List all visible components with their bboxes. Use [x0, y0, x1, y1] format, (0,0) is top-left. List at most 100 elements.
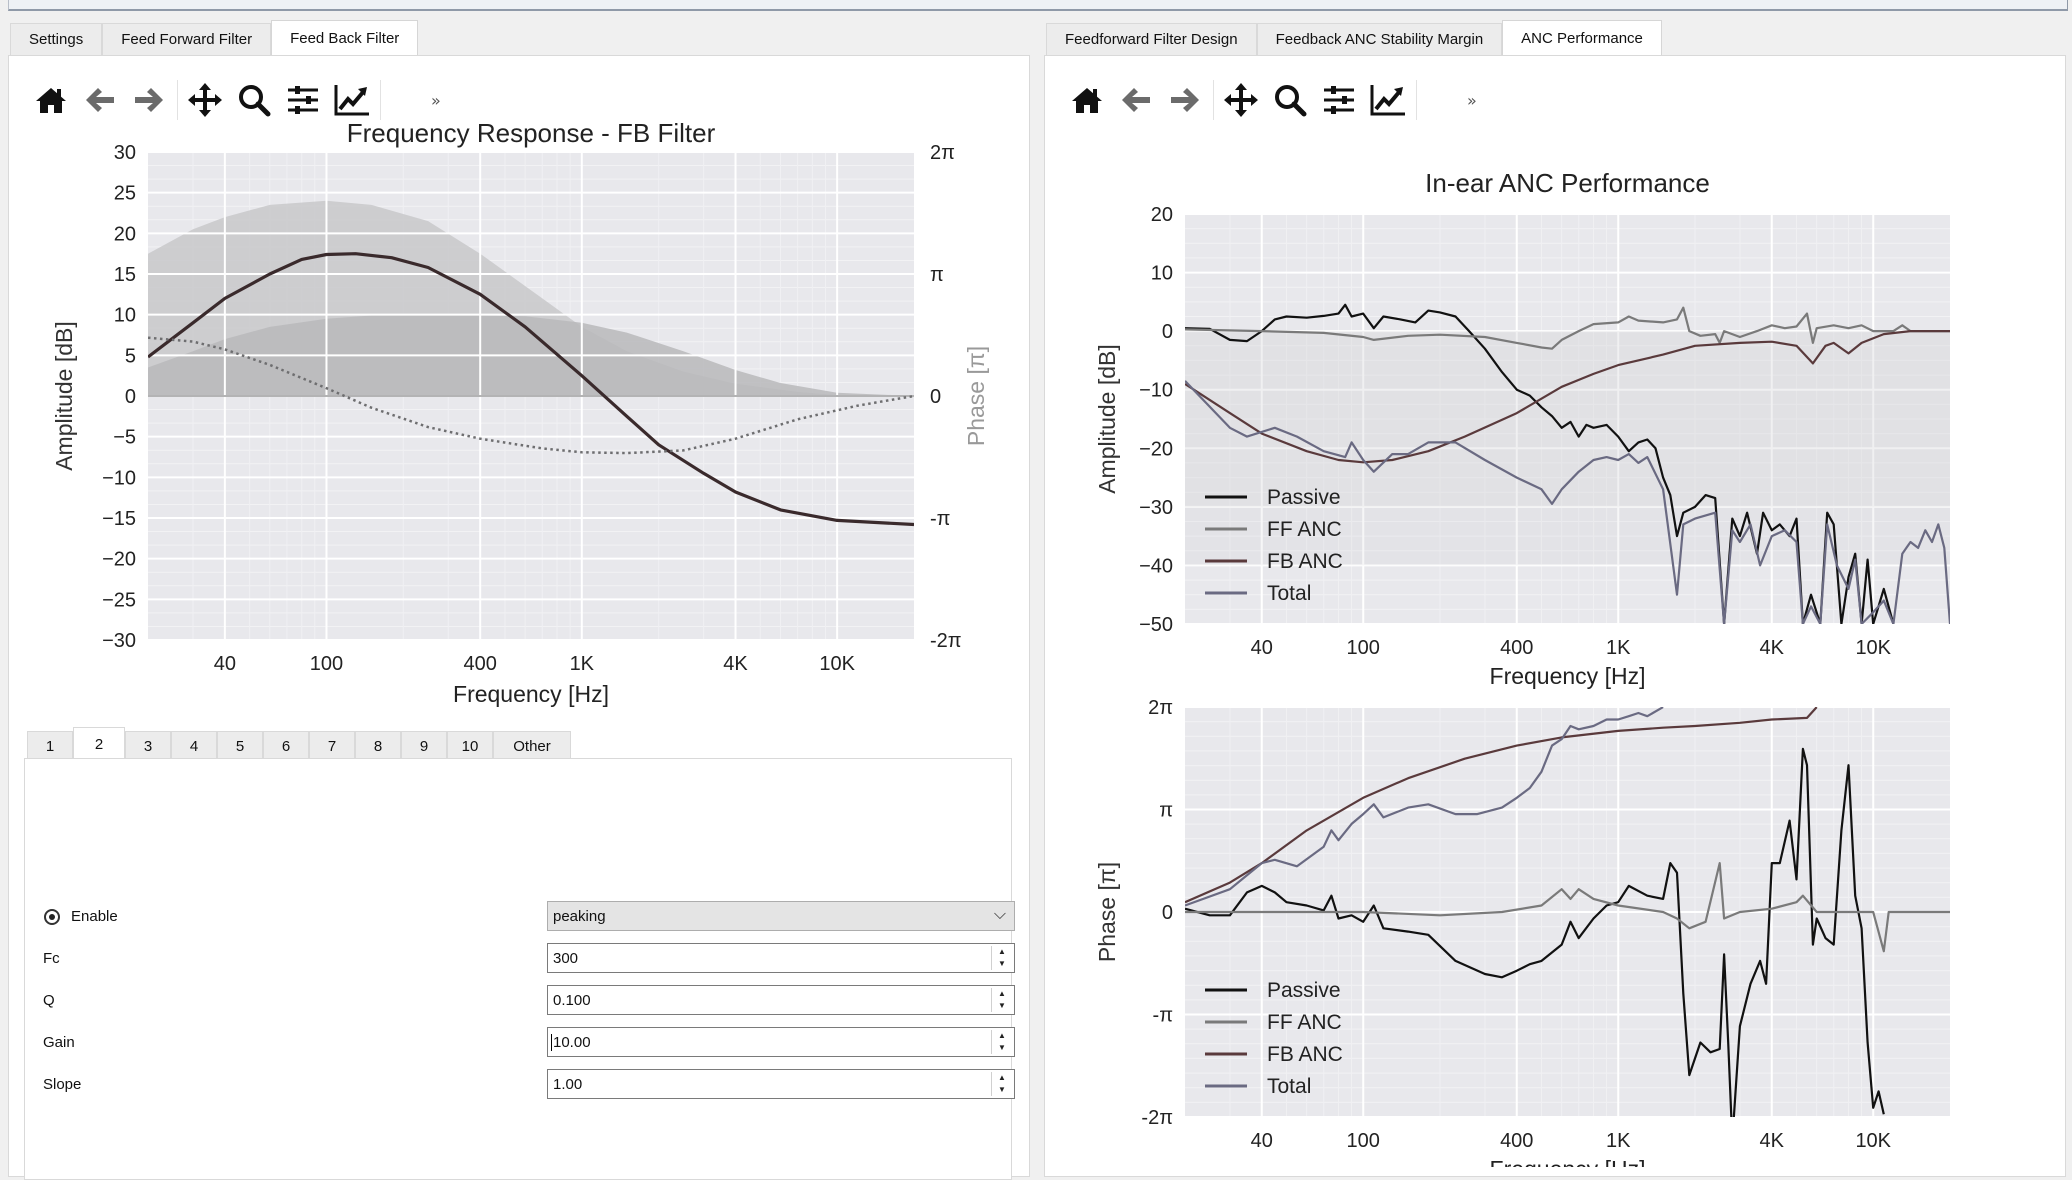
- gain-spinbox[interactable]: 10.00 ▲ ▼: [547, 1027, 1015, 1057]
- x-tick-label: 400: [1500, 637, 1533, 659]
- x-tick-label: 1K: [1606, 637, 1631, 659]
- legend-label: FF ANC: [1267, 1011, 1342, 1034]
- zoom-button[interactable]: [1269, 79, 1311, 121]
- series-line-ff-anc: [1185, 306, 1950, 350]
- spin-down-icon[interactable]: ▼: [998, 1085, 1006, 1094]
- spin-down-icon[interactable]: ▼: [998, 959, 1006, 968]
- tab-feed-back-filter[interactable]: Feed Back Filter: [271, 20, 419, 55]
- zoom-button[interactable]: [233, 79, 275, 121]
- spin-up-icon[interactable]: ▲: [998, 1073, 1006, 1082]
- tab-anc-performance[interactable]: ANC Performance: [1502, 20, 1662, 55]
- pan-button[interactable]: [184, 79, 226, 121]
- fc-spinbox[interactable]: 300 ▲ ▼: [547, 943, 1015, 973]
- back-button[interactable]: [79, 79, 121, 121]
- spin-up-icon[interactable]: ▲: [998, 1031, 1006, 1040]
- y-tick-label: 15: [114, 264, 136, 286]
- edit-axis-button[interactable]: [331, 79, 373, 121]
- toolbar-separator: [177, 80, 178, 120]
- forward-button[interactable]: [128, 79, 170, 121]
- band-tab-10[interactable]: 10: [447, 731, 493, 760]
- enable-radio[interactable]: [44, 909, 60, 925]
- tab-settings[interactable]: Settings: [10, 23, 103, 55]
- y-tick-label: 25: [114, 183, 136, 205]
- zoom-icon: [1275, 85, 1307, 117]
- series-line-amplitude: [148, 252, 914, 527]
- y2-tick-label: -π: [930, 508, 950, 530]
- band-tab-1[interactable]: 1: [27, 731, 73, 760]
- y2-tick-label: π: [930, 264, 944, 286]
- edit-axis-button[interactable]: [1367, 79, 1409, 121]
- edit-curves-icon: [1370, 85, 1405, 116]
- spin-up-icon[interactable]: ▲: [998, 947, 1006, 956]
- y-tick-label: 0: [1162, 902, 1173, 924]
- y-tick-label: 10: [114, 305, 136, 327]
- y2-tick-label: -2π: [930, 630, 962, 652]
- band-tab-9[interactable]: 9: [401, 731, 447, 760]
- band-tab-8[interactable]: 8: [355, 731, 401, 760]
- home-icon: [36, 88, 66, 113]
- spin-up-icon[interactable]: ▲: [998, 989, 1006, 998]
- series-line-phase: [148, 336, 914, 455]
- series-line-ff-anc: [1185, 862, 1950, 953]
- toolbar-overflow-button[interactable]: »: [431, 90, 441, 110]
- pan-button[interactable]: [1220, 79, 1262, 121]
- gain-label: Gain: [43, 1034, 75, 1051]
- y-tick-label: 2π: [1148, 697, 1173, 719]
- x-tick-label: 100: [310, 653, 343, 675]
- y-tick-label: −10: [102, 467, 136, 489]
- x-tick-label: 4K: [1760, 637, 1785, 659]
- plot-lines-group: [1185, 303, 1950, 624]
- band-tab-6[interactable]: 6: [263, 731, 309, 760]
- home-button[interactable]: [1066, 79, 1108, 121]
- slope-stepper[interactable]: ▲ ▼: [991, 1072, 1012, 1096]
- home-button[interactable]: [30, 79, 72, 121]
- q-spinbox[interactable]: 0.100 ▲ ▼: [547, 985, 1015, 1015]
- back-button[interactable]: [1115, 79, 1157, 121]
- q-stepper[interactable]: ▲ ▼: [991, 988, 1012, 1012]
- slope-spinbox[interactable]: 1.00 ▲ ▼: [547, 1069, 1015, 1099]
- x-tick-label: 10K: [1855, 637, 1891, 659]
- fc-value: 300: [553, 949, 579, 967]
- configure-subplots-button[interactable]: [1318, 79, 1360, 121]
- spin-down-icon[interactable]: ▼: [998, 1043, 1006, 1052]
- forward-button[interactable]: [1164, 79, 1206, 121]
- toolbar-separator: [1213, 80, 1214, 120]
- band-tab-other[interactable]: Other: [493, 731, 571, 760]
- pan-icon: [1224, 83, 1258, 117]
- filter-type-value: peaking: [553, 907, 606, 925]
- x-tick-label: 10K: [819, 653, 855, 675]
- y-tick-label: −5: [113, 427, 136, 449]
- gain-value: 10.00: [553, 1033, 591, 1051]
- configure-subplots-button[interactable]: [282, 79, 324, 121]
- y-tick-label: 0: [1162, 321, 1173, 343]
- x-tick-label: 4K: [723, 653, 748, 675]
- q-value: 0.100: [553, 991, 591, 1009]
- tab-feedforward-filter-design[interactable]: Feedforward Filter Design: [1046, 23, 1257, 55]
- filter-band-tabs: 1 2 3 4 5 6 7 8 9 10 Other: [27, 726, 571, 760]
- tab-feedback-anc-stability-margin[interactable]: Feedback ANC Stability Margin: [1256, 23, 1503, 55]
- toolbar-overflow-button[interactable]: »: [1467, 90, 1477, 110]
- filter-band-settings-panel: Enable peaking ⌵ Fc 300 ▲ ▼ Q 0.100 ▲ ▼ Ga…: [24, 758, 1015, 1180]
- filter-type-select[interactable]: peaking ⌵: [547, 901, 1015, 931]
- legend-label: Passive: [1267, 486, 1341, 509]
- spin-down-icon[interactable]: ▼: [998, 1001, 1006, 1010]
- y-tick-label: −40: [1139, 555, 1173, 577]
- band-tab-5[interactable]: 5: [217, 731, 263, 760]
- subplots-icon: [288, 86, 318, 114]
- band-tab-2[interactable]: 2: [73, 727, 125, 760]
- y-tick-label: −30: [102, 630, 136, 652]
- x-axis-label: Frequency [Hz]: [453, 681, 609, 707]
- legend-label: FB ANC: [1267, 1043, 1343, 1066]
- band-tab-7[interactable]: 7: [309, 731, 355, 760]
- series-line-fb-anc: [1185, 330, 1950, 464]
- gain-stepper[interactable]: ▲ ▼: [991, 1030, 1012, 1054]
- zoom-icon: [239, 85, 271, 117]
- slope-label: Slope: [43, 1076, 82, 1093]
- band-tab-4[interactable]: 4: [171, 731, 217, 760]
- window-title-bar: [8, 0, 2068, 11]
- band-tab-3[interactable]: 3: [125, 731, 171, 760]
- y2-axis-label: Phase [π]: [963, 346, 989, 446]
- left-plot-toolbar: »: [30, 78, 441, 122]
- tab-feed-forward-filter[interactable]: Feed Forward Filter: [102, 23, 272, 55]
- fc-stepper[interactable]: ▲ ▼: [991, 946, 1012, 970]
